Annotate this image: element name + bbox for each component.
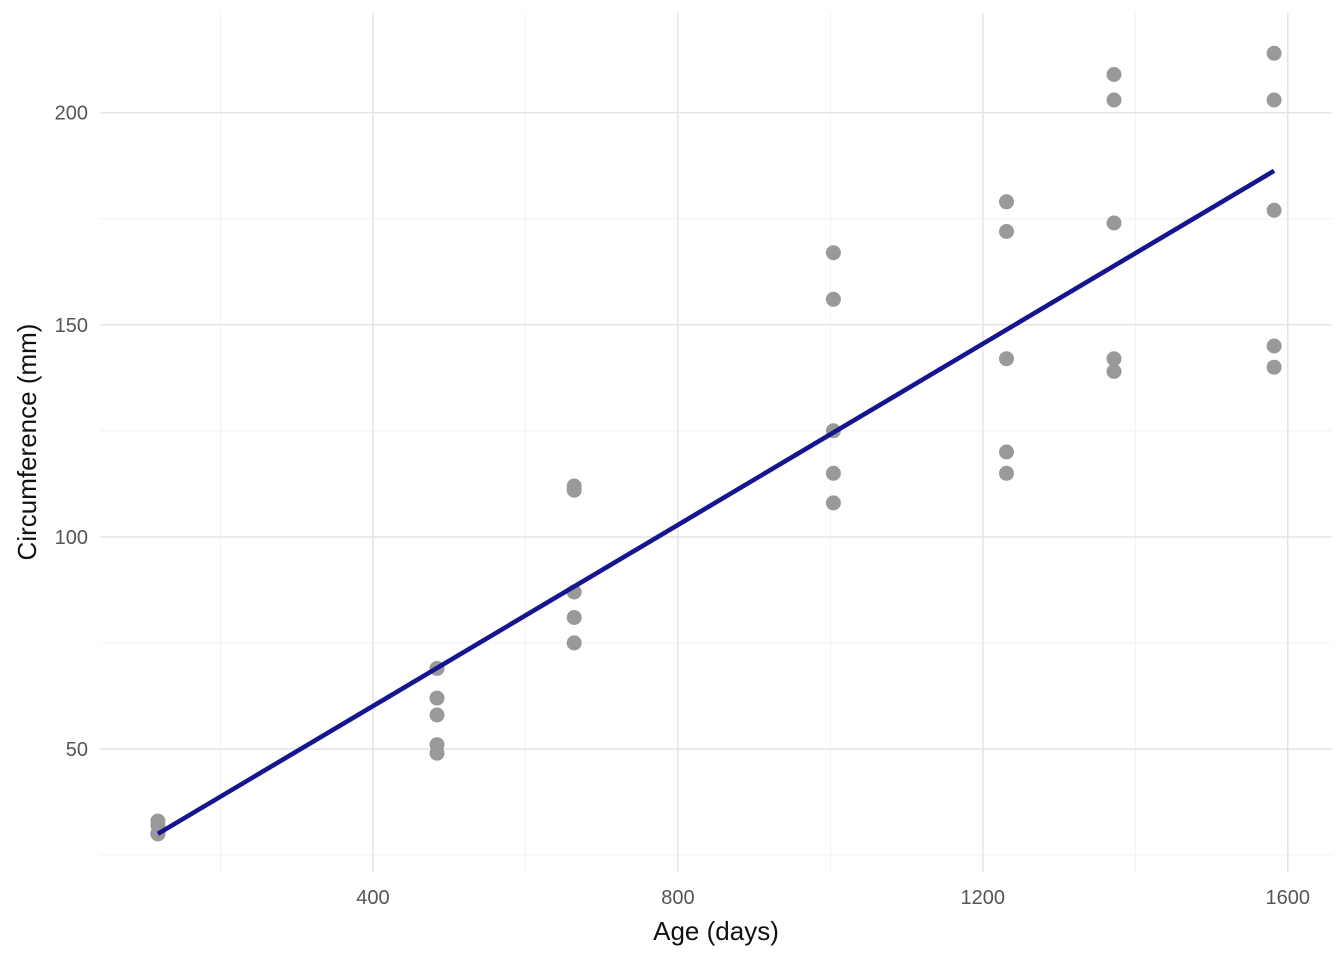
data-point bbox=[150, 813, 166, 829]
data-point bbox=[1106, 351, 1122, 367]
data-point bbox=[825, 465, 841, 481]
scatter-points-layer bbox=[150, 45, 1282, 842]
y-axis-tick-labels: 50 100 150 200 bbox=[55, 103, 88, 761]
y-tick-label: 150 bbox=[55, 315, 88, 337]
data-point bbox=[429, 690, 445, 706]
y-tick-label: 50 bbox=[66, 739, 88, 761]
data-point bbox=[999, 194, 1014, 210]
gridlines-major bbox=[100, 13, 1332, 872]
regression-line-layer bbox=[156, 168, 1276, 836]
x-tick-label: 400 bbox=[356, 887, 389, 909]
data-point bbox=[999, 465, 1014, 481]
y-tick-label: 100 bbox=[55, 527, 88, 549]
regression-line bbox=[156, 168, 1276, 836]
data-point bbox=[566, 478, 582, 494]
data-point bbox=[566, 635, 582, 651]
x-axis-title: Age (days) bbox=[653, 916, 779, 946]
data-point bbox=[429, 737, 445, 753]
x-tick-label: 800 bbox=[661, 887, 694, 909]
data-point bbox=[1266, 92, 1282, 108]
data-point bbox=[999, 444, 1014, 460]
data-point bbox=[1266, 202, 1282, 218]
data-point bbox=[1266, 338, 1282, 354]
x-tick-label: 1600 bbox=[1266, 887, 1311, 909]
data-point bbox=[999, 351, 1014, 367]
data-point bbox=[1266, 45, 1282, 61]
y-tick-label: 200 bbox=[55, 103, 88, 125]
gridlines-minor bbox=[100, 13, 1332, 872]
data-point bbox=[825, 291, 841, 307]
x-tick-label: 1200 bbox=[961, 887, 1006, 909]
y-axis-title: Circumference (mm) bbox=[12, 324, 42, 561]
data-point bbox=[1106, 363, 1122, 379]
data-point bbox=[825, 495, 841, 511]
data-point bbox=[566, 610, 582, 625]
data-point bbox=[1106, 92, 1122, 108]
data-point bbox=[429, 707, 445, 723]
data-point bbox=[1106, 67, 1122, 82]
data-point bbox=[825, 245, 841, 261]
data-point bbox=[999, 224, 1014, 239]
data-point bbox=[1266, 359, 1282, 375]
data-point bbox=[1106, 215, 1122, 231]
x-axis-tick-labels: 400 800 1200 1600 bbox=[356, 887, 1310, 909]
